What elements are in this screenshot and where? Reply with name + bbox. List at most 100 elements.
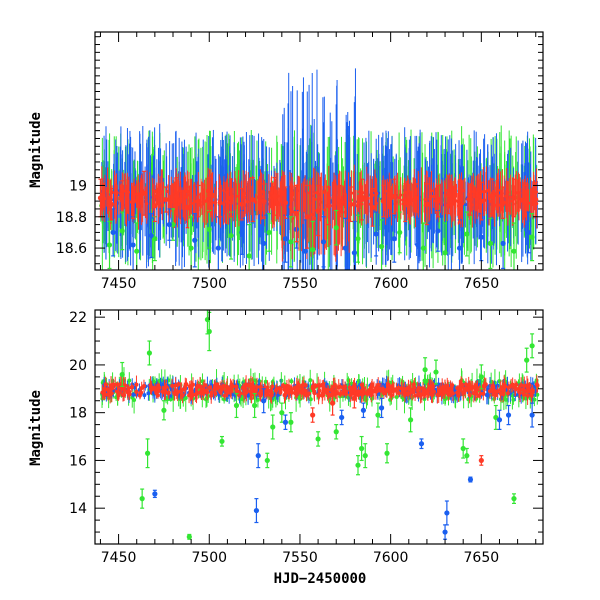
data-point [325, 387, 330, 392]
data-point [228, 195, 234, 201]
data-point [369, 387, 374, 392]
data-point [206, 192, 212, 198]
data-point [387, 386, 392, 391]
data-point [396, 391, 401, 396]
data-point [166, 221, 172, 228]
data-point [415, 242, 421, 248]
red-series [97, 170, 539, 249]
x-tick-label: 7650 [464, 276, 500, 292]
data-point [246, 383, 251, 388]
data-point [225, 390, 230, 395]
data-point [134, 192, 139, 196]
data-point [154, 390, 159, 395]
data-point [529, 343, 535, 349]
data-point [293, 211, 299, 217]
data-point [161, 407, 167, 413]
data-point [290, 191, 295, 195]
data-point [255, 453, 261, 459]
data-point [304, 393, 309, 398]
data-point [468, 386, 473, 391]
data-point [533, 196, 539, 203]
data-point [478, 198, 484, 204]
data-point [373, 231, 379, 237]
data-point [288, 205, 292, 209]
data-point [337, 198, 343, 204]
data-point [489, 387, 494, 392]
data-point [407, 417, 414, 423]
data-point [130, 242, 136, 248]
data-point [195, 198, 201, 204]
green-series [119, 310, 535, 540]
data-point [455, 390, 460, 395]
data-point [359, 196, 365, 203]
data-point [303, 383, 308, 388]
data-point [148, 232, 154, 239]
data-point [204, 388, 209, 393]
data-point [219, 438, 225, 444]
data-point [432, 389, 437, 394]
data-point [266, 229, 272, 236]
data-point [146, 391, 151, 396]
data-point [183, 383, 188, 388]
data-point [333, 429, 339, 435]
data-point [279, 410, 285, 416]
data-point [225, 190, 229, 194]
data-point [123, 383, 128, 388]
data-point [445, 203, 449, 207]
data-point [530, 382, 535, 387]
data-point [380, 198, 386, 204]
data-point [144, 450, 151, 456]
data-point [418, 441, 425, 447]
data-point [486, 393, 491, 398]
data-point [271, 193, 278, 200]
data-point [339, 391, 344, 396]
data-point [366, 196, 370, 201]
data-point [511, 195, 517, 201]
data-point [316, 383, 321, 388]
data-point [368, 202, 372, 206]
data-point [444, 510, 450, 516]
data-point [139, 496, 145, 502]
data-point [527, 383, 532, 388]
data-point [282, 200, 289, 206]
data-point [456, 203, 463, 209]
data-point [239, 229, 245, 236]
data-point [105, 387, 110, 392]
x-tick-label: 7450 [101, 550, 137, 566]
data-point [445, 387, 450, 392]
data-point [332, 382, 337, 387]
data-point [471, 391, 476, 396]
data-point [380, 386, 385, 391]
data-point [300, 383, 305, 388]
data-point [511, 496, 517, 502]
data-point [302, 248, 308, 254]
data-point [510, 382, 515, 387]
data-point [421, 390, 426, 395]
data-point [308, 378, 313, 383]
data-point [164, 385, 169, 390]
data-point [338, 384, 343, 389]
data-point [253, 200, 258, 204]
data-point [391, 193, 397, 200]
data-point [413, 393, 418, 398]
data-point [106, 242, 113, 248]
data-point [288, 419, 294, 425]
data-point [191, 382, 196, 387]
x-tick-label: 7500 [191, 550, 227, 566]
data-point [264, 457, 270, 464]
data-point [207, 385, 212, 390]
data-point [374, 385, 379, 390]
data-point [313, 197, 317, 201]
data-point [252, 402, 258, 409]
data-point [360, 407, 367, 413]
data-point [119, 192, 125, 198]
data-point [524, 357, 530, 363]
data-point [355, 462, 361, 468]
data-point [229, 382, 234, 387]
data-point [286, 384, 291, 389]
x-tick-label: 7600 [373, 550, 409, 566]
data-point [142, 393, 147, 398]
x-tick-label: 7650 [464, 550, 500, 566]
data-point [408, 387, 413, 392]
